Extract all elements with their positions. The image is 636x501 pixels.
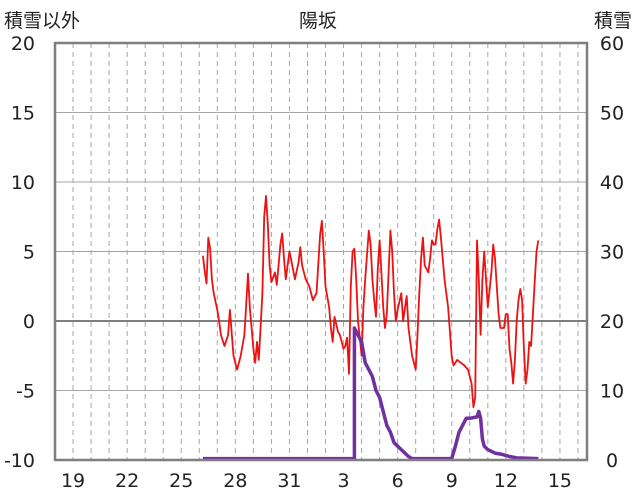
- x-tick-label: 19: [61, 470, 85, 492]
- right-tick-label: 10: [600, 381, 624, 403]
- right-axis-label: 積雪: [594, 10, 632, 32]
- x-tick-label: 25: [169, 470, 193, 492]
- x-tick-label: 12: [494, 470, 518, 492]
- x-tick-label: 3: [337, 470, 349, 492]
- plot-frame: [53, 41, 589, 462]
- right-tick-label: 60: [600, 33, 624, 55]
- right-tick-label: 50: [600, 103, 624, 125]
- x-tick-label: 28: [223, 470, 247, 492]
- x-tick-label: 9: [446, 470, 458, 492]
- right-tick-label: 30: [600, 242, 624, 264]
- x-tick-label: 6: [392, 470, 404, 492]
- right-tick-label: 20: [600, 311, 624, 333]
- series-layer: [202, 195, 540, 461]
- left-tick-label: -10: [4, 450, 35, 472]
- left-axis-label: 積雪以外: [4, 10, 80, 32]
- right-tick-label: 0: [606, 450, 618, 472]
- left-tick-label: -5: [16, 381, 35, 403]
- right-tick-label: 40: [600, 172, 624, 194]
- other-series-line: [202, 195, 540, 409]
- x-tick-label: 15: [548, 470, 572, 492]
- left-tick-label: 5: [23, 242, 35, 264]
- left-tick-label: 20: [11, 33, 35, 55]
- x-axis-ticks: 19 22 25 28 31 3 6 9 12 15: [61, 470, 572, 492]
- left-tick-label: 15: [11, 103, 35, 125]
- left-tick-label: 0: [23, 311, 35, 333]
- left-tick-label: 10: [11, 172, 35, 194]
- left-axis-ticks: 20 15 10 5 0 -5 -10: [4, 33, 35, 472]
- right-axis-ticks: 60 50 40 30 20 10 0: [600, 33, 624, 472]
- chart-title: 陽坂: [299, 10, 337, 32]
- x-tick-label: 22: [115, 470, 139, 492]
- snow-depth-series-line: [202, 326, 539, 461]
- x-tick-label: 31: [277, 470, 301, 492]
